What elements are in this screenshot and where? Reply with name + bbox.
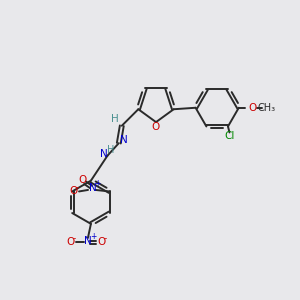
Text: -: - [75, 183, 79, 192]
Text: +: + [90, 232, 96, 241]
Text: -: - [73, 234, 76, 243]
Text: N: N [88, 183, 96, 194]
Text: O: O [97, 237, 106, 248]
Text: O: O [248, 103, 257, 113]
Text: Cl: Cl [224, 131, 235, 141]
Text: H: H [111, 114, 119, 124]
Text: O: O [69, 186, 77, 197]
Text: N: N [120, 134, 128, 145]
Text: O: O [152, 122, 160, 133]
Text: O: O [79, 175, 87, 185]
Text: -: - [104, 234, 107, 243]
Text: N: N [84, 236, 92, 246]
Text: O: O [66, 237, 75, 248]
Text: CH₃: CH₃ [258, 103, 276, 113]
Text: H: H [107, 145, 115, 155]
Text: N: N [100, 149, 108, 159]
Text: +: + [94, 179, 101, 188]
